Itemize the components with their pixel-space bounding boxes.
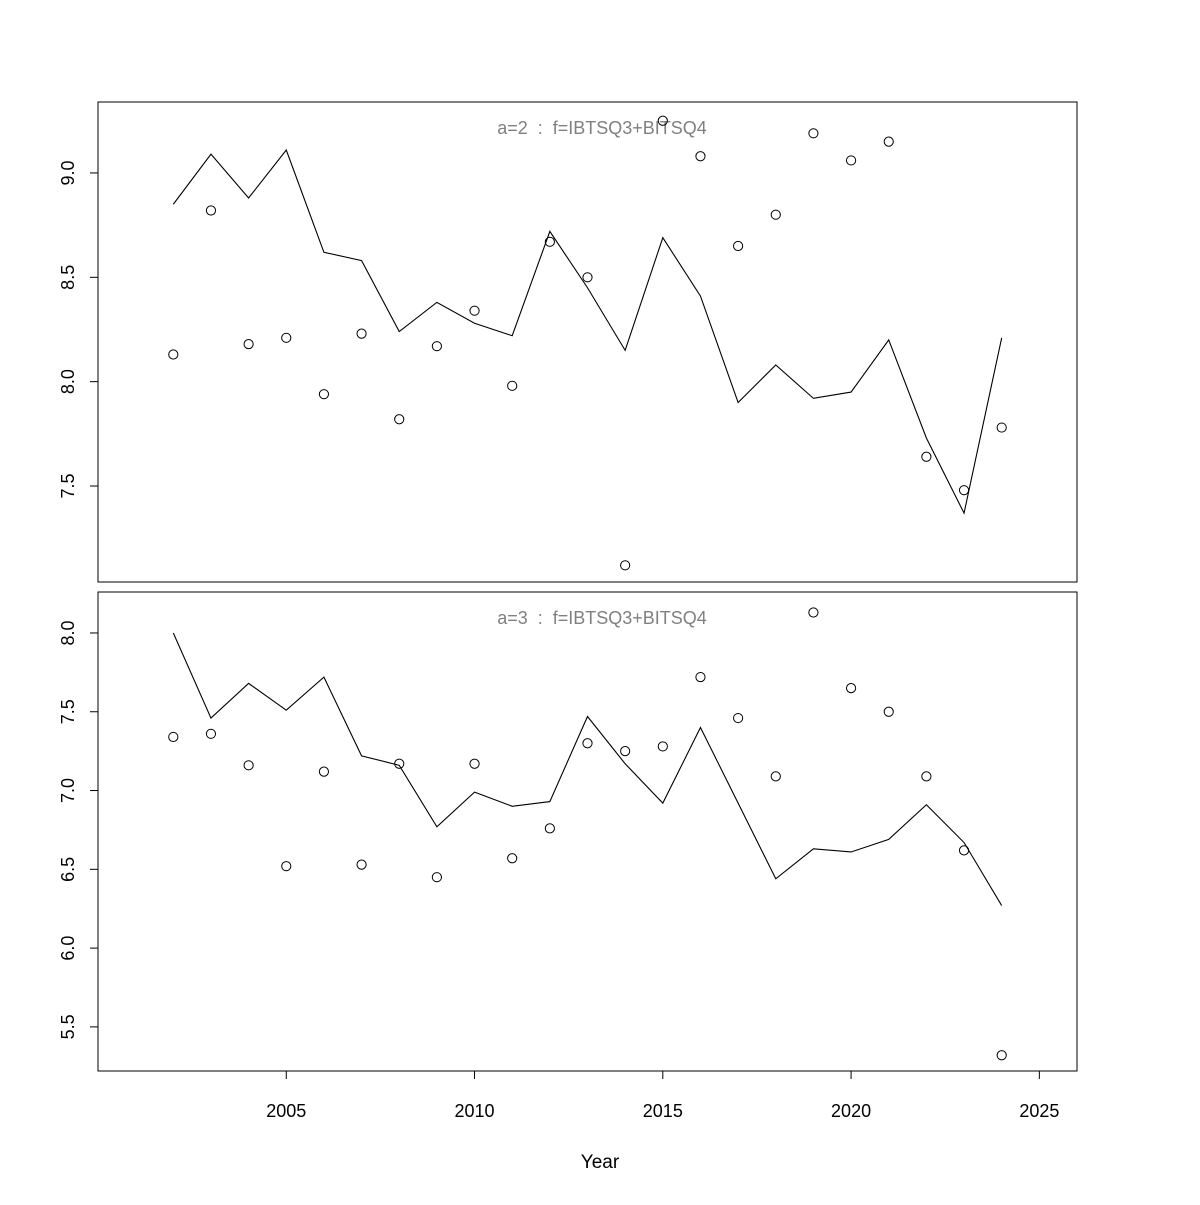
- y-tick-label: 7.5: [58, 473, 78, 498]
- panel-a2-series-line: [172, 148, 1003, 515]
- x-tick-label: 2025: [1019, 1101, 1059, 1121]
- data-point: [544, 823, 555, 834]
- data-point: [469, 305, 480, 316]
- data-point: [657, 115, 668, 126]
- data-point: [958, 845, 970, 856]
- series-line-path: [172, 632, 1003, 906]
- data-point: [883, 136, 894, 147]
- data-point: [657, 741, 668, 752]
- panel-a3: a=3 : f=IBTSQ3+BITSQ4 5.5 6.0 6.5 7.0 7.5 8.0: [58, 591, 1078, 1072]
- x-tick-label: 2020: [831, 1101, 871, 1121]
- y-tick-label: 7.5: [58, 699, 78, 724]
- data-point: [431, 341, 442, 352]
- x-tick-label: 2010: [455, 1101, 495, 1121]
- panel-a2-title: a=2 : f=IBTSQ3+BITSQ4: [497, 118, 707, 138]
- data-point: [168, 349, 179, 360]
- y-tick-label: 7.0: [58, 778, 78, 803]
- data-point: [733, 240, 744, 252]
- data-point: [958, 485, 970, 496]
- data-point: [507, 380, 518, 391]
- data-point: [168, 731, 179, 743]
- data-point: [394, 414, 405, 425]
- data-point: [205, 205, 217, 216]
- panel-a3-series-line: [172, 632, 1003, 906]
- panel-a3-title: a=3 : f=IBTSQ3+BITSQ4: [497, 608, 707, 628]
- panel-a2-y-axis: 7.5 8.0 8.5 9.0: [58, 160, 99, 499]
- data-point: [770, 771, 781, 782]
- y-tick-label: 8.0: [58, 369, 78, 394]
- data-point: [507, 853, 518, 864]
- y-tick-label: 9.0: [58, 160, 78, 185]
- data-point: [770, 209, 781, 220]
- panel-a3-series-points: [168, 607, 1007, 1061]
- y-tick-label: 8.0: [58, 620, 78, 645]
- data-point: [808, 128, 819, 139]
- data-point: [695, 671, 706, 683]
- x-axis: 2005 2010 2015 2020 2025: [266, 1070, 1059, 1121]
- data-point: [243, 760, 254, 771]
- data-point: [281, 861, 292, 872]
- y-tick-label: 5.5: [58, 1014, 78, 1039]
- data-point: [845, 155, 857, 166]
- data-point: [733, 712, 744, 724]
- panel-a3-y-axis: 5.5 6.0 6.5 7.0 7.5 8.0: [58, 620, 99, 1039]
- data-point: [356, 859, 367, 870]
- x-tick-label: 2005: [266, 1101, 306, 1121]
- data-point: [469, 758, 480, 769]
- panel-a3-frame: [97, 591, 1078, 1072]
- panel-a2-series-points: [168, 115, 1007, 571]
- series-line-path: [172, 148, 1003, 515]
- data-point: [883, 706, 894, 717]
- data-point: [243, 338, 254, 350]
- data-point: [356, 328, 367, 339]
- data-point: [695, 151, 706, 162]
- x-axis-label: Year: [581, 1152, 620, 1173]
- data-point: [582, 738, 593, 749]
- panel-a2: a=2 : f=IBTSQ3+BITSQ4 7.5 8.0 8.5 9.0: [58, 101, 1078, 583]
- y-tick-label: 6.0: [58, 936, 78, 961]
- y-tick-label: 6.5: [58, 857, 78, 882]
- data-point: [205, 728, 217, 739]
- data-point: [431, 872, 442, 883]
- data-point: [582, 272, 593, 283]
- data-point: [996, 422, 1007, 433]
- data-point: [281, 332, 292, 343]
- data-point: [620, 746, 631, 757]
- x-tick-label: 2015: [643, 1101, 683, 1121]
- data-point: [318, 766, 330, 777]
- data-point: [921, 771, 932, 782]
- y-tick-label: 8.5: [58, 265, 78, 290]
- data-point: [996, 1050, 1007, 1061]
- data-point: [845, 683, 857, 694]
- data-point: [544, 236, 555, 247]
- data-point: [318, 389, 330, 400]
- data-point: [620, 560, 631, 571]
- data-point: [394, 758, 405, 769]
- data-point: [808, 607, 819, 618]
- data-point: [921, 451, 932, 462]
